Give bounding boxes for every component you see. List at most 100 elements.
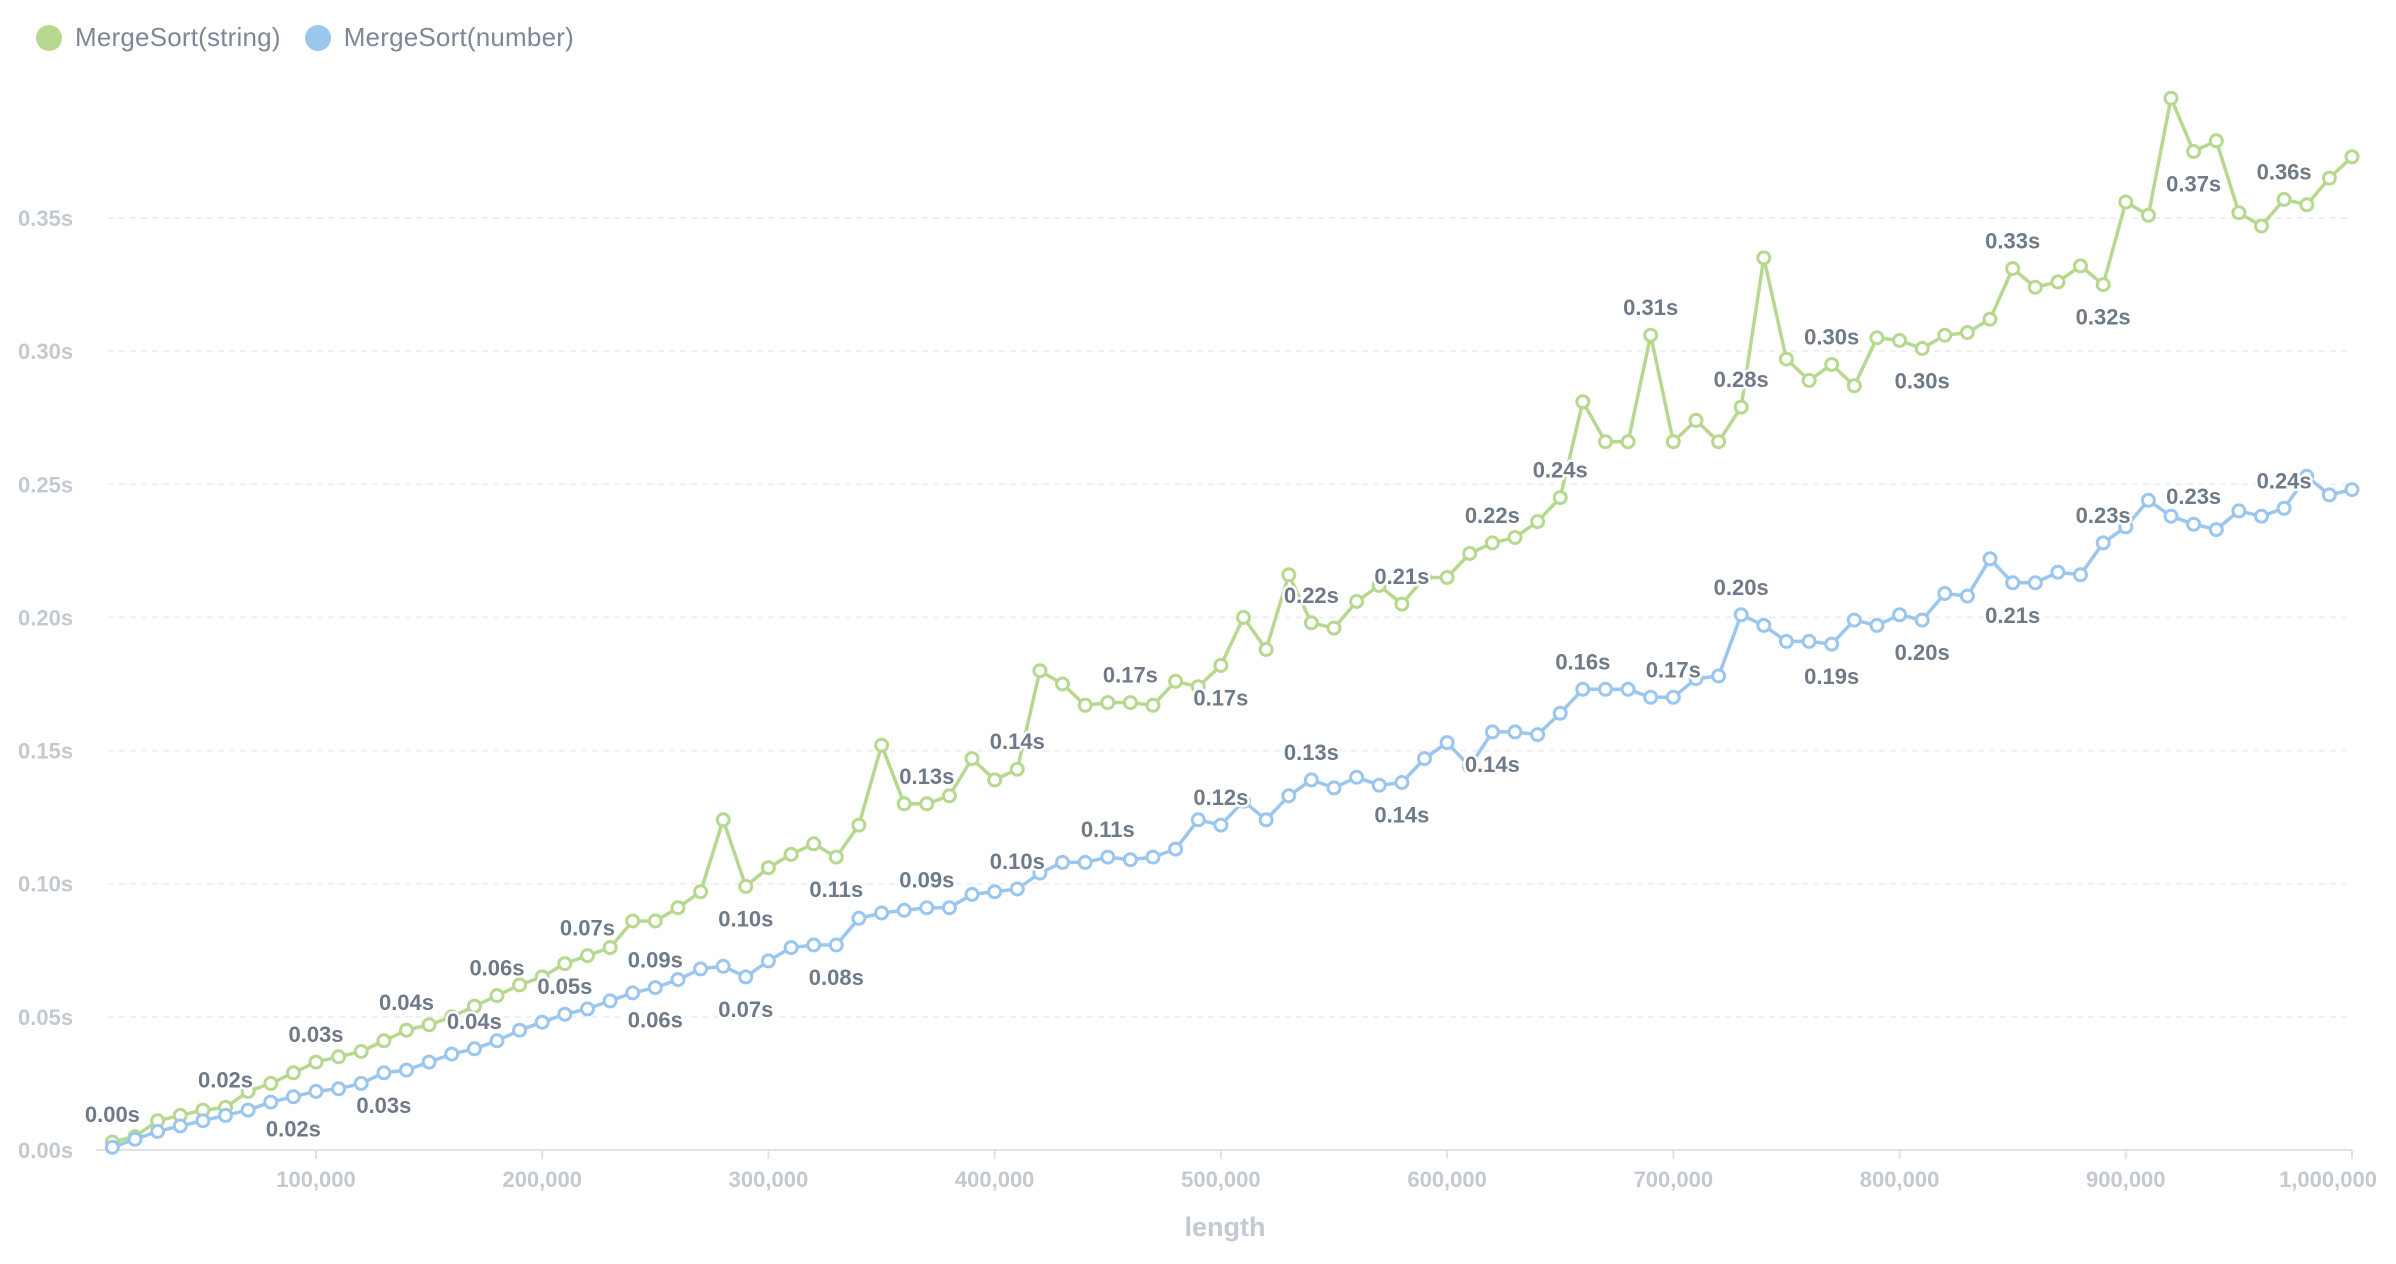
data-point[interactable] bbox=[715, 812, 731, 828]
data-point[interactable] bbox=[1349, 594, 1365, 609]
data-point[interactable] bbox=[1982, 311, 1998, 327]
data-point[interactable] bbox=[1145, 697, 1161, 713]
data-point[interactable] bbox=[1190, 812, 1206, 828]
data-point[interactable] bbox=[1575, 394, 1591, 410]
data-point[interactable] bbox=[1756, 250, 1772, 266]
data-point[interactable] bbox=[670, 900, 686, 916]
data-point[interactable] bbox=[421, 1017, 437, 1033]
data-point[interactable] bbox=[1643, 689, 1659, 705]
data-point[interactable] bbox=[693, 884, 709, 900]
data-point[interactable] bbox=[1824, 357, 1840, 372]
data-point[interactable] bbox=[353, 1044, 369, 1059]
data-point[interactable] bbox=[2095, 277, 2111, 293]
data-point[interactable] bbox=[625, 985, 641, 1001]
data-point[interactable] bbox=[1439, 570, 1455, 585]
data-point[interactable] bbox=[2231, 205, 2247, 221]
data-point[interactable] bbox=[964, 886, 980, 902]
data-point[interactable] bbox=[1711, 434, 1727, 450]
data-point[interactable] bbox=[1665, 689, 1681, 705]
data-point[interactable] bbox=[2276, 500, 2292, 516]
data-point[interactable] bbox=[2254, 508, 2269, 524]
data-point[interactable] bbox=[1892, 607, 1908, 623]
data-point[interactable] bbox=[1349, 769, 1365, 785]
data-point[interactable] bbox=[2118, 519, 2134, 535]
data-point[interactable] bbox=[1869, 330, 1885, 346]
data-point[interactable] bbox=[1959, 325, 1975, 340]
data-point[interactable] bbox=[2073, 258, 2088, 274]
data-point[interactable] bbox=[399, 1062, 414, 1078]
data-point[interactable] bbox=[1145, 849, 1161, 865]
data-point[interactable] bbox=[1100, 849, 1116, 865]
data-point[interactable] bbox=[783, 846, 799, 862]
data-point[interactable] bbox=[1959, 588, 1975, 604]
data-point[interactable] bbox=[466, 998, 482, 1014]
data-point[interactable] bbox=[308, 1054, 324, 1070]
data-point[interactable] bbox=[1055, 676, 1070, 692]
data-point[interactable] bbox=[738, 969, 754, 985]
data-point[interactable] bbox=[715, 958, 731, 974]
data-point[interactable] bbox=[2095, 535, 2111, 551]
data-point[interactable] bbox=[1575, 681, 1591, 697]
data-point[interactable] bbox=[1643, 327, 1659, 343]
data-point[interactable] bbox=[580, 948, 595, 964]
data-point[interactable] bbox=[602, 993, 618, 1009]
data-point[interactable] bbox=[421, 1054, 437, 1070]
data-point[interactable] bbox=[1032, 865, 1048, 881]
data-point[interactable] bbox=[150, 1123, 166, 1139]
data-point[interactable] bbox=[760, 860, 776, 876]
data-point[interactable] bbox=[987, 772, 1003, 788]
data-point[interactable] bbox=[1552, 490, 1568, 506]
data-point[interactable] bbox=[2186, 516, 2202, 532]
data-point[interactable] bbox=[2073, 567, 2088, 583]
data-point[interactable] bbox=[806, 836, 822, 852]
data-point[interactable] bbox=[1281, 567, 1297, 583]
data-point[interactable] bbox=[557, 1006, 573, 1022]
data-point[interactable] bbox=[376, 1033, 392, 1049]
data-point[interactable] bbox=[2344, 482, 2360, 498]
data-point[interactable] bbox=[896, 902, 912, 918]
data-point[interactable] bbox=[1439, 735, 1455, 751]
data-point[interactable] bbox=[1009, 761, 1025, 777]
data-point[interactable] bbox=[2005, 261, 2021, 277]
data-point[interactable] bbox=[2140, 207, 2156, 223]
data-point[interactable] bbox=[1281, 788, 1297, 804]
data-point[interactable] bbox=[919, 796, 935, 812]
data-point[interactable] bbox=[308, 1083, 324, 1099]
data-point[interactable] bbox=[851, 910, 867, 926]
data-point[interactable] bbox=[218, 1107, 233, 1123]
data-point[interactable] bbox=[1122, 852, 1138, 868]
data-point[interactable] bbox=[331, 1081, 347, 1097]
data-point[interactable] bbox=[2254, 218, 2269, 234]
data-point[interactable] bbox=[1937, 327, 1953, 343]
data-point[interactable] bbox=[602, 940, 618, 956]
data-point[interactable] bbox=[1598, 434, 1613, 450]
data-point[interactable] bbox=[1507, 530, 1523, 545]
data-point[interactable] bbox=[2163, 508, 2179, 524]
data-point[interactable] bbox=[2118, 194, 2134, 210]
data-point[interactable] bbox=[534, 969, 550, 985]
data-point[interactable] bbox=[1077, 854, 1093, 870]
data-point[interactable] bbox=[1055, 854, 1070, 870]
data-point[interactable] bbox=[1371, 578, 1387, 593]
data-point[interactable] bbox=[557, 956, 573, 972]
data-point[interactable] bbox=[489, 1033, 505, 1049]
data-point[interactable] bbox=[647, 913, 663, 929]
data-point[interactable] bbox=[1801, 633, 1817, 649]
data-point[interactable] bbox=[534, 1014, 550, 1030]
data-point[interactable] bbox=[1869, 617, 1885, 633]
data-point[interactable] bbox=[1846, 378, 1862, 394]
data-point[interactable] bbox=[1077, 697, 1093, 713]
data-point[interactable] bbox=[1371, 777, 1387, 793]
data-point[interactable] bbox=[1530, 727, 1546, 743]
data-point[interactable] bbox=[625, 913, 641, 929]
data-point[interactable] bbox=[987, 884, 1003, 900]
data-point[interactable] bbox=[1394, 775, 1410, 790]
data-point[interactable] bbox=[489, 988, 505, 1004]
data-point[interactable] bbox=[1892, 333, 1908, 348]
data-point[interactable] bbox=[512, 1022, 528, 1038]
data-point[interactable] bbox=[1756, 617, 1772, 633]
data-point[interactable] bbox=[1914, 612, 1930, 628]
data-point[interactable] bbox=[1688, 412, 1704, 428]
data-point[interactable] bbox=[760, 953, 776, 969]
data-point[interactable] bbox=[941, 788, 957, 804]
